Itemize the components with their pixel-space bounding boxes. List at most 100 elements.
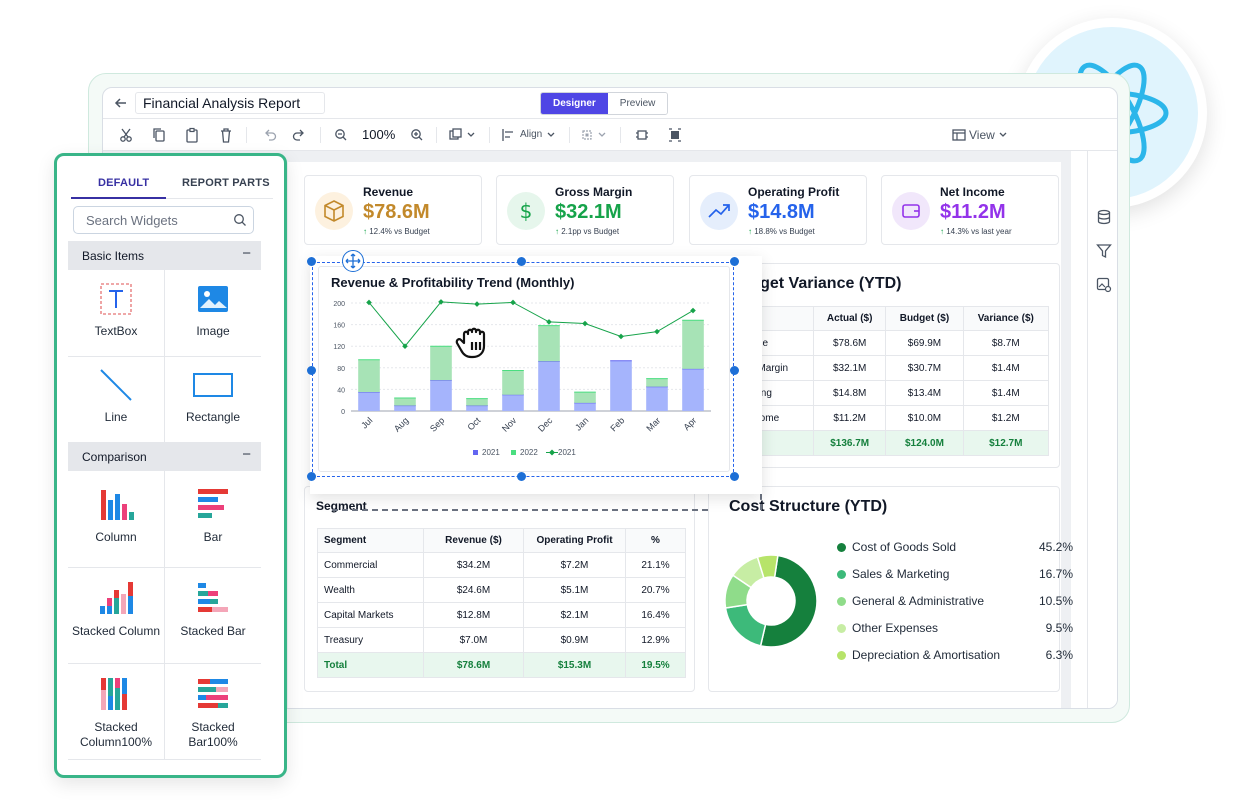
bar-series-a[interactable]: [502, 394, 524, 411]
widget-stacked-column[interactable]: Stacked Column: [68, 580, 164, 639]
table-row: Commercial $34.2M $7.2M 21.1%: [317, 552, 686, 578]
redo-icon[interactable]: [292, 127, 306, 143]
arrange-dropdown[interactable]: [448, 127, 478, 143]
report-name-input[interactable]: Financial Analysis Report: [135, 92, 325, 114]
bar-series-a[interactable]: [466, 405, 488, 411]
resize-handle[interactable]: [730, 257, 739, 266]
y-tick-label: 0: [341, 409, 345, 416]
widget-image[interactable]: Image: [165, 280, 261, 339]
kpi-card-net-income[interactable]: Net Income $11.2M ↑ 14.3% vs last year: [881, 175, 1059, 245]
widget-stacked-bar-100[interactable]: Stacked Bar100%: [165, 676, 261, 750]
zoom-out-icon[interactable]: [334, 127, 348, 143]
bar-series-b[interactable]: [358, 359, 380, 393]
group-dropdown[interactable]: [581, 127, 609, 143]
legend-swatch: [837, 651, 846, 660]
designer-mode-button[interactable]: Designer: [541, 93, 608, 114]
align-icon[interactable]: [501, 127, 515, 143]
col-header: Budget ($): [885, 306, 964, 331]
view-dropdown-label[interactable]: View: [969, 128, 995, 142]
bar-series-b[interactable]: [682, 320, 704, 369]
tab-default[interactable]: DEFAULT: [98, 177, 150, 189]
widget-rectangle[interactable]: Rectangle: [165, 366, 261, 425]
toolbar-divider: [569, 127, 570, 143]
kpi-delta: ↑ 14.3% vs last year: [940, 227, 1012, 236]
legend-label: 2021: [558, 448, 576, 457]
col-header: Revenue ($): [423, 528, 524, 553]
line-point[interactable]: [366, 299, 372, 306]
arrow-up-icon: ↑: [748, 227, 752, 236]
widget-search-field[interactable]: Search Widgets: [73, 206, 254, 234]
segment-table: Segment Revenue ($) Operating Profit % C…: [317, 528, 686, 678]
paste-icon[interactable]: [185, 127, 199, 143]
resize-handle[interactable]: [730, 366, 739, 375]
widget-label: Stacked Bar100%: [188, 720, 238, 749]
resize-handle[interactable]: [307, 472, 316, 481]
kpi-card-revenue[interactable]: Revenue $78.6M ↑ 12.4% vs Budget: [304, 175, 482, 245]
widget-textbox[interactable]: TextBox: [68, 280, 164, 339]
bar-series-a[interactable]: [574, 402, 596, 411]
bar-series-a[interactable]: [430, 380, 452, 411]
bar-series-b[interactable]: [646, 378, 668, 387]
bar-series-b[interactable]: [466, 398, 488, 406]
box-icon: [324, 200, 344, 222]
bar-series-a[interactable]: [682, 368, 704, 411]
grab-hand-cursor-icon: [454, 320, 500, 362]
kpi-card-gross-margin[interactable]: $ Gross Margin $32.1M ↑ 2.1pp vs Budget: [496, 175, 674, 245]
donut-slice[interactable]: [756, 554, 779, 579]
kpi-card-operating-profit[interactable]: Operating Profit $14.8M ↑ 18.8% vs Budge…: [689, 175, 867, 245]
move-handle-icon[interactable]: [342, 250, 364, 272]
bar-series-b[interactable]: [502, 370, 524, 395]
resize-handle[interactable]: [517, 257, 526, 266]
search-icon[interactable]: [233, 213, 247, 227]
donut-slice[interactable]: [724, 603, 767, 647]
align-dropdown-label[interactable]: Align: [520, 129, 543, 140]
legend-label: 2021: [482, 448, 500, 457]
resize-handle[interactable]: [730, 472, 739, 481]
kpi-value: $32.1M: [555, 201, 622, 223]
chevron-down-icon[interactable]: [546, 127, 556, 143]
donut-slice[interactable]: [759, 554, 818, 648]
filter-icon[interactable]: [1096, 243, 1112, 259]
widget-stacked-column-100[interactable]: Stacked Column100%: [68, 676, 164, 750]
undo-icon[interactable]: [263, 127, 277, 143]
chevron-down-icon[interactable]: [998, 127, 1008, 143]
bar-series-a[interactable]: [646, 386, 668, 411]
fit-to-page-icon[interactable]: [668, 127, 682, 143]
bar-series-a[interactable]: [358, 392, 380, 411]
trend-chart-widget[interactable]: Revenue & Profitability Trend (Monthly) …: [318, 266, 730, 472]
segment-panel[interactable]: Segment Segment Revenue ($) Operating Pr…: [304, 486, 695, 692]
back-arrow-icon[interactable]: [113, 95, 129, 111]
cost-structure-panel[interactable]: Cost Structure (YTD) Cost of Goods Sold 4…: [708, 486, 1073, 692]
tab-report-parts[interactable]: REPORT PARTS: [182, 177, 270, 189]
widget-search-input[interactable]: Search Widgets: [86, 213, 178, 228]
collapse-icon[interactable]: −: [242, 446, 251, 463]
resize-handle[interactable]: [307, 257, 316, 266]
delete-icon[interactable]: [219, 127, 233, 143]
bar-series-a[interactable]: [538, 361, 560, 411]
preview-mode-button[interactable]: Preview: [607, 93, 668, 114]
bar-series-a[interactable]: [394, 405, 416, 411]
collapse-icon[interactable]: −: [242, 245, 251, 262]
bar-series-b[interactable]: [394, 398, 416, 406]
section-basic-items[interactable]: Basic Items −: [68, 241, 261, 270]
resize-handle[interactable]: [307, 366, 316, 375]
widget-line[interactable]: Line: [68, 366, 164, 425]
view-icon[interactable]: [952, 127, 966, 143]
bar-series-a[interactable]: [610, 360, 632, 411]
textbox-icon: [97, 280, 135, 318]
bar-series-b[interactable]: [538, 325, 560, 362]
copy-icon[interactable]: [152, 127, 166, 143]
distribute-icon[interactable]: [635, 127, 649, 143]
bar-series-b[interactable]: [574, 392, 596, 403]
resize-handle[interactable]: [517, 472, 526, 481]
widget-stacked-bar[interactable]: Stacked Bar: [165, 580, 261, 639]
image-settings-icon[interactable]: [1096, 277, 1112, 293]
widget-column[interactable]: Column: [68, 486, 164, 545]
zoom-level[interactable]: 100%: [362, 127, 396, 142]
zoom-in-icon[interactable]: [410, 127, 424, 143]
widget-bar[interactable]: Bar: [165, 486, 261, 545]
database-icon[interactable]: [1096, 209, 1112, 225]
section-comparison[interactable]: Comparison −: [68, 442, 261, 471]
cut-icon[interactable]: [119, 127, 133, 143]
bar-series-b[interactable]: [430, 346, 452, 381]
